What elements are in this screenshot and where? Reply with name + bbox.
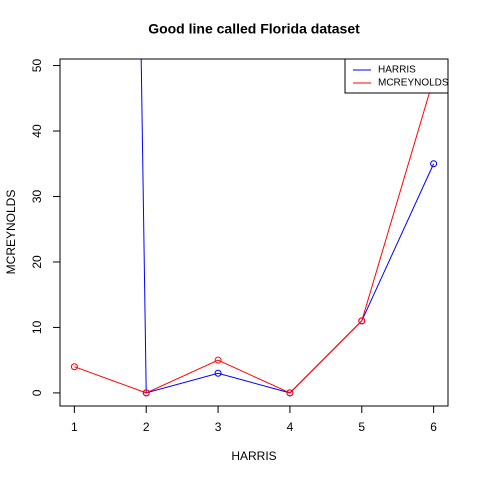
point [358, 317, 366, 325]
y-tick-label: 50 [30, 59, 44, 73]
point [70, 363, 78, 371]
x-tick-label: 5 [358, 420, 365, 434]
x-tick-label: 1 [71, 420, 78, 434]
point [286, 389, 294, 397]
y-tick-label: 0 [30, 389, 44, 396]
x-tick-label: 3 [215, 420, 222, 434]
plot-area [70, 59, 438, 397]
legend-box [344, 58, 449, 94]
series-line [74, 78, 435, 394]
legend-label: HARRIS [378, 65, 416, 76]
y-tick-label: 10 [30, 320, 44, 334]
x-tick-label: 2 [143, 420, 150, 434]
x-tick-label: 6 [430, 420, 437, 434]
series-line [140, 59, 435, 394]
point [142, 389, 150, 397]
point [214, 356, 222, 364]
point [214, 369, 222, 377]
y-tick-label: 40 [30, 124, 44, 138]
y-axis-label: MCREYNOLDS [4, 190, 18, 275]
plot-frame [59, 58, 449, 407]
x-tick-label: 4 [287, 420, 294, 434]
x-axis-label: HARRIS [231, 449, 276, 463]
chart-title: Good line called Florida dataset [148, 21, 360, 37]
point [430, 160, 438, 168]
y-tick-label: 20 [30, 255, 44, 269]
legend-label: MCREYNOLDS [378, 78, 449, 89]
y-tick-label: 30 [30, 189, 44, 203]
